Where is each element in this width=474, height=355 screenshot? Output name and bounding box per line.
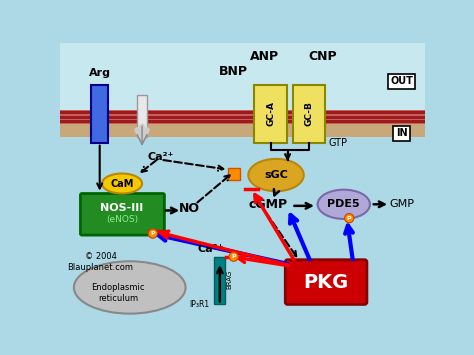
Text: P: P <box>347 215 352 221</box>
Bar <box>255 85 287 143</box>
Bar <box>61 111 425 114</box>
Text: CaM: CaM <box>110 179 134 189</box>
Text: sGC: sGC <box>264 170 288 180</box>
Text: PKG: PKG <box>303 273 349 291</box>
Text: GC-B: GC-B <box>305 101 314 126</box>
Text: BNP: BNP <box>219 65 248 78</box>
Text: CNP: CNP <box>308 50 337 63</box>
Text: NOS-III: NOS-III <box>100 203 144 213</box>
Text: GC-A: GC-A <box>266 101 275 126</box>
Text: Ca²⁺: Ca²⁺ <box>197 244 224 254</box>
Text: Ca²⁺: Ca²⁺ <box>147 152 174 162</box>
Ellipse shape <box>248 159 304 191</box>
Text: GTP: GTP <box>328 138 347 148</box>
Bar <box>137 95 146 137</box>
FancyBboxPatch shape <box>285 260 367 304</box>
Text: OUT: OUT <box>390 76 413 86</box>
Bar <box>228 168 240 180</box>
Text: PDE5: PDE5 <box>328 199 360 209</box>
Circle shape <box>345 214 354 223</box>
Text: Arg: Arg <box>89 69 111 78</box>
Circle shape <box>229 252 238 261</box>
Bar <box>293 85 325 143</box>
Text: NO: NO <box>179 202 201 215</box>
Bar <box>91 85 108 143</box>
Text: © 2004
Blauplanet.com: © 2004 Blauplanet.com <box>67 252 134 272</box>
Ellipse shape <box>318 190 370 219</box>
Text: P: P <box>151 231 155 236</box>
FancyBboxPatch shape <box>81 193 164 235</box>
Ellipse shape <box>74 261 185 313</box>
Bar <box>61 110 425 124</box>
Text: P: P <box>231 254 236 259</box>
Circle shape <box>148 229 157 238</box>
Text: IN: IN <box>396 129 407 138</box>
Text: cGMP: cGMP <box>249 198 288 211</box>
Text: (eNOS): (eNOS) <box>106 215 138 224</box>
Text: ANP: ANP <box>250 50 279 63</box>
Bar <box>61 116 425 119</box>
Bar <box>61 124 425 137</box>
Bar <box>61 43 425 110</box>
Text: GMP: GMP <box>389 199 414 209</box>
Bar <box>214 257 225 304</box>
Text: Endoplasmic
reticulum: Endoplasmic reticulum <box>91 283 145 302</box>
Text: BRAG: BRAG <box>227 270 233 289</box>
Ellipse shape <box>102 174 142 193</box>
Bar <box>61 120 425 124</box>
Text: IP₃R1: IP₃R1 <box>189 300 209 309</box>
